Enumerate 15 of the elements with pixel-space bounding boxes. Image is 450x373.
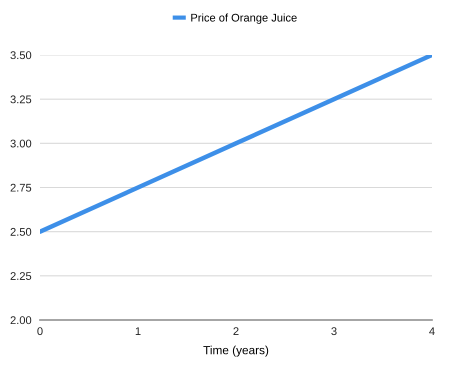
y-tick-label: 3.25 — [10, 95, 32, 104]
y-tick-label: 2.75 — [10, 184, 32, 192]
y-tick-label: 3.50 — [10, 51, 32, 60]
x-tick-label: 0 — [37, 327, 43, 336]
x-axis-title: Time (years) — [203, 346, 268, 357]
x-tick-label: 3 — [331, 327, 337, 336]
y-tick-label: 3.00 — [10, 140, 32, 148]
x-tick-label: 4 — [429, 327, 435, 335]
legend-label: Price of Orange Juice — [191, 13, 297, 24]
x-tick-label: 1 — [136, 327, 141, 335]
y-tick-label: 2.50 — [10, 228, 32, 236]
line-series — [40, 55, 432, 234]
x-tick-label: 2 — [233, 327, 239, 335]
y-tick-label: 2.00 — [10, 316, 32, 324]
y-tick-label: 2.25 — [10, 272, 32, 280]
